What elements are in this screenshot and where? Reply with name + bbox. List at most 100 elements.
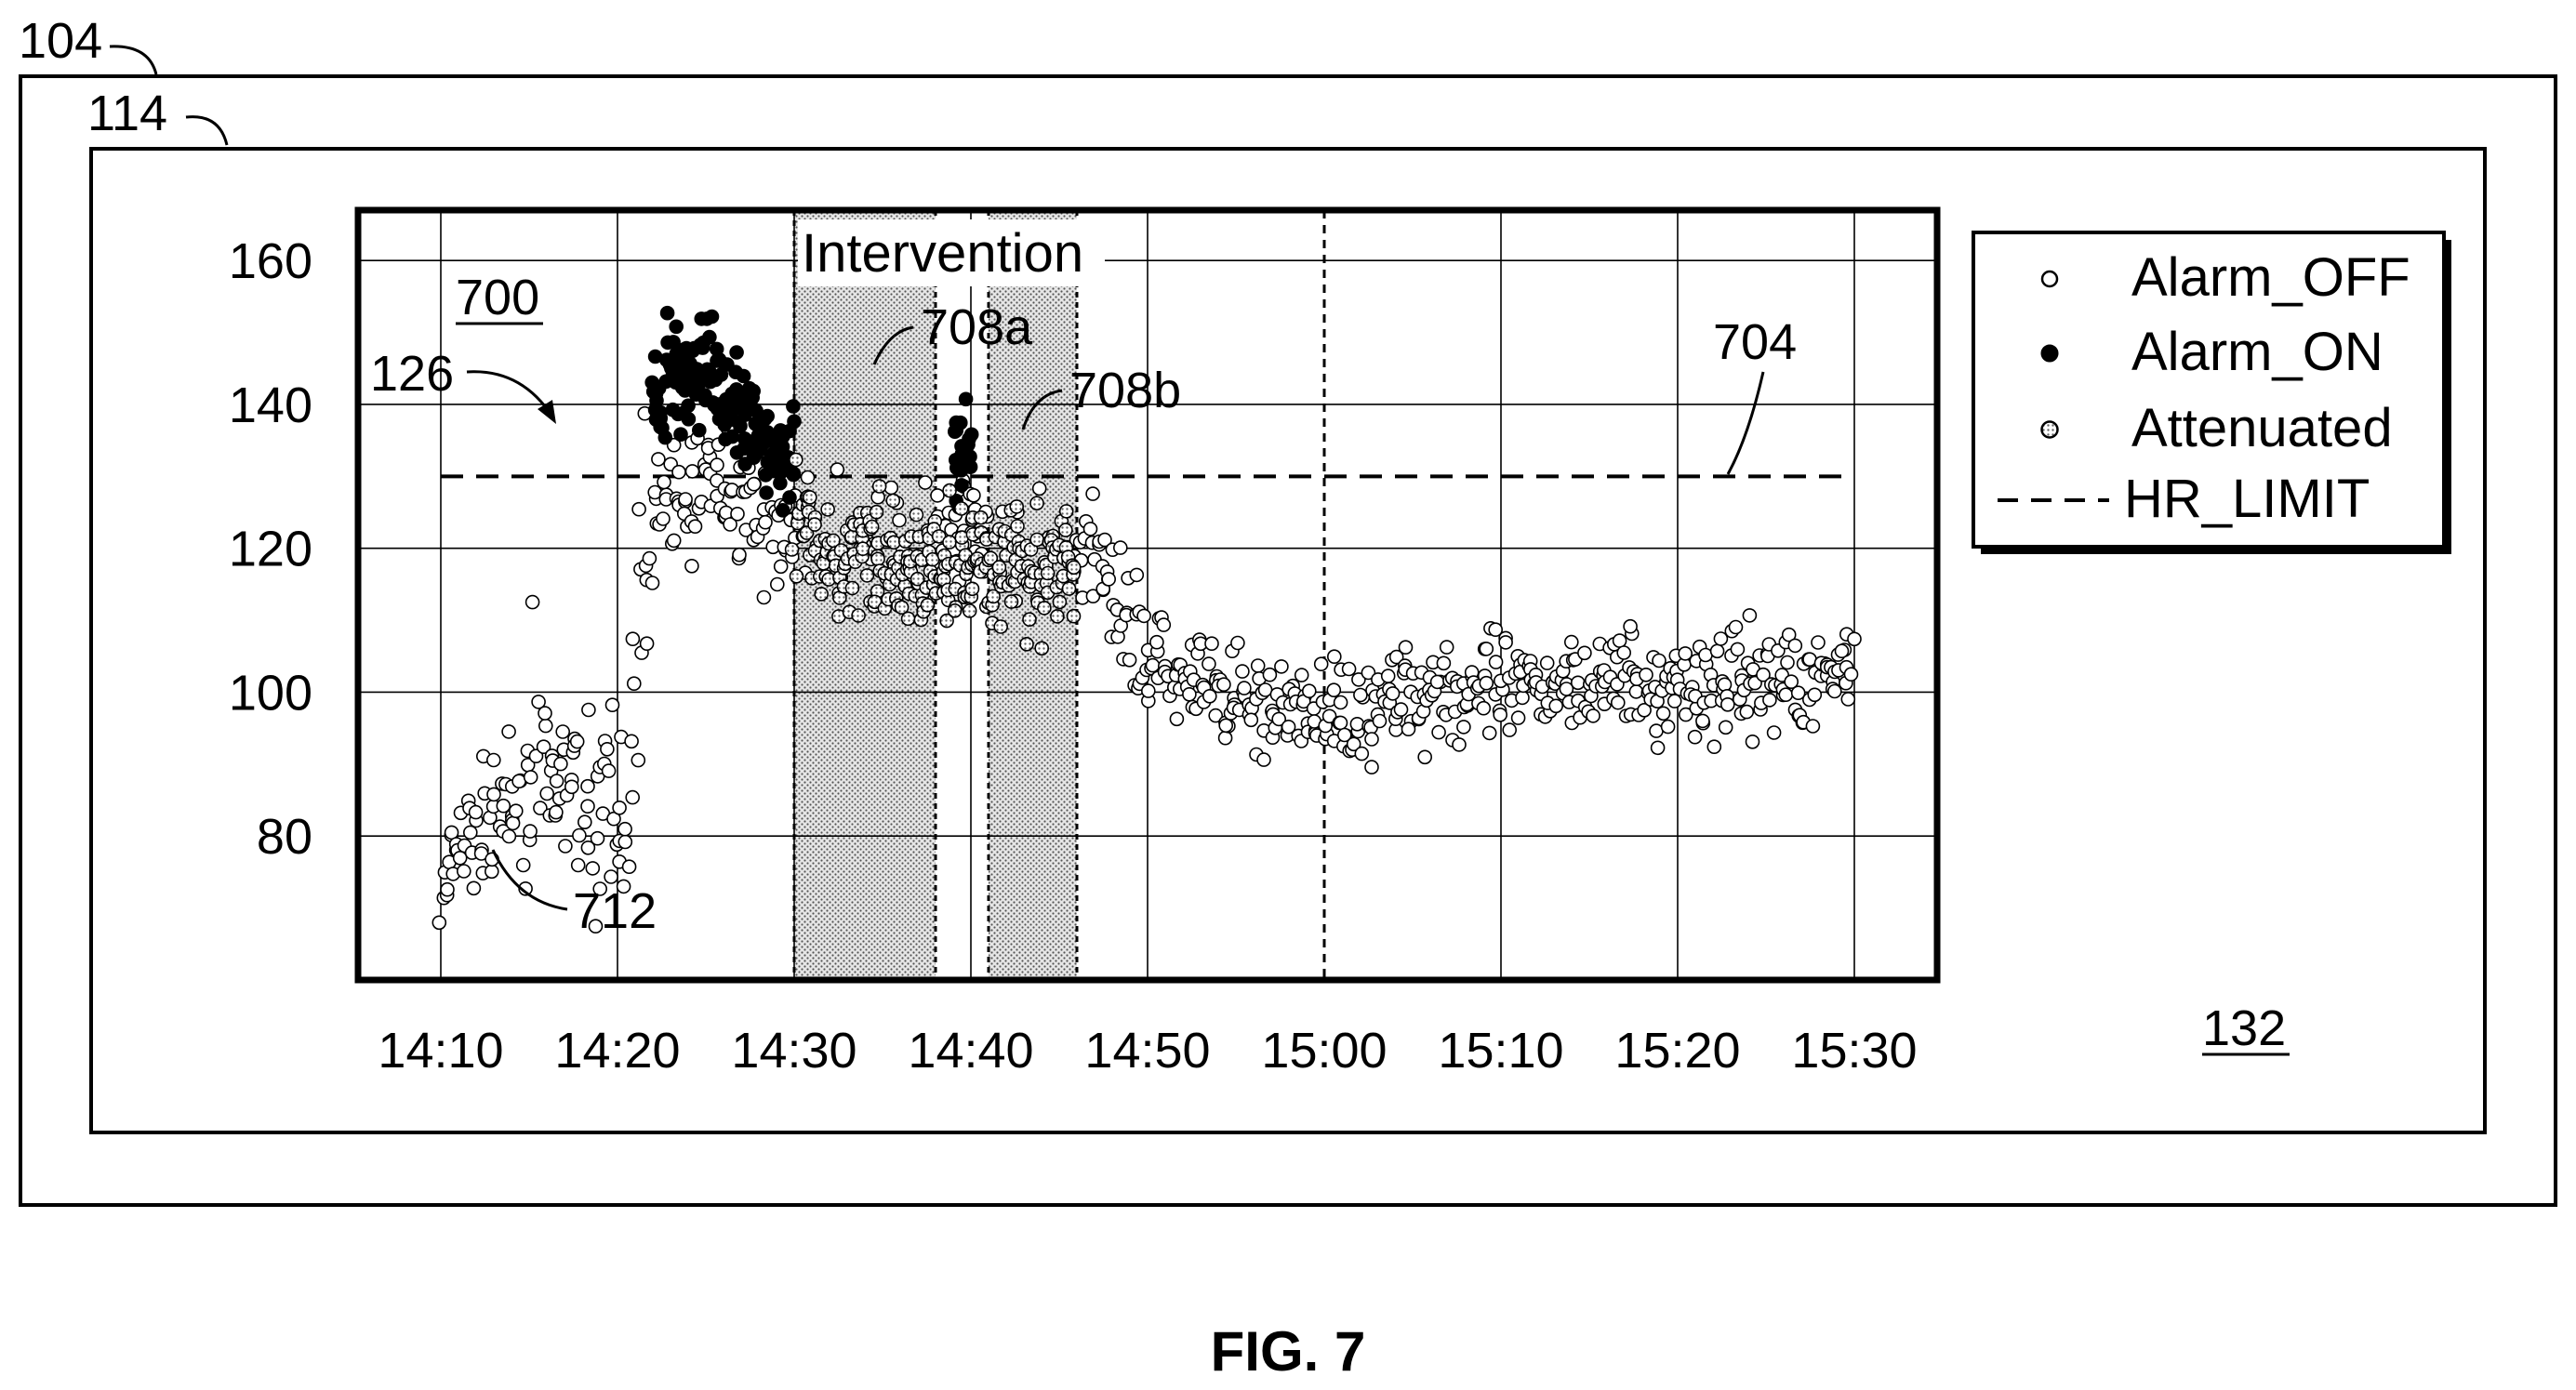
point-open-circle-91 bbox=[588, 919, 604, 934]
ref-trace: 712 bbox=[573, 883, 657, 939]
point-open-circle-92 bbox=[590, 830, 605, 846]
display-frame bbox=[89, 147, 2487, 1134]
point-open-circle-324 bbox=[1149, 634, 1164, 650]
point-open-circle-414 bbox=[1302, 683, 1317, 699]
point-open-circle-342 bbox=[1182, 686, 1197, 702]
point-open-circle-562 bbox=[1548, 698, 1563, 714]
point-filled-circle-169 bbox=[953, 415, 968, 430]
ref-display-leader bbox=[185, 115, 229, 146]
point-open-circle-174 bbox=[723, 517, 737, 532]
point-open-circle-83 bbox=[570, 857, 586, 873]
y-tick-label-3: 140 bbox=[229, 377, 312, 433]
point-open-circle-428 bbox=[1326, 682, 1342, 698]
point-open-circle-355 bbox=[1204, 636, 1219, 652]
point-open-circle-612 bbox=[1637, 702, 1652, 718]
point-filled-circle-53 bbox=[691, 422, 707, 438]
point-open-circle-113 bbox=[624, 734, 639, 749]
point-open-circle-468 bbox=[1393, 702, 1409, 717]
point-open-circle-354 bbox=[1202, 656, 1216, 671]
point-open-circle-40 bbox=[501, 724, 516, 739]
point-open-circle-701 bbox=[1784, 674, 1799, 690]
plot-frame bbox=[354, 206, 1941, 984]
point-dotted-circle-209 bbox=[1009, 499, 1024, 514]
point-dotted-circle-1 bbox=[789, 452, 803, 468]
point-open-circle-474 bbox=[1401, 721, 1416, 737]
point-open-circle-115 bbox=[625, 631, 641, 647]
point-open-circle-328 bbox=[1156, 617, 1172, 632]
point-open-circle-116 bbox=[626, 676, 642, 692]
x-tick-label-2: 14:30 bbox=[731, 1023, 856, 1079]
point-open-circle-85 bbox=[577, 814, 592, 830]
point-filled-circle-167 bbox=[954, 478, 969, 493]
ref-arrow-head bbox=[538, 400, 556, 424]
point-open-circle-433 bbox=[1333, 695, 1348, 710]
point-open-circle-290 bbox=[1097, 532, 1112, 548]
point-open-circle-387 bbox=[1256, 752, 1271, 767]
legend-marker-alarm-on bbox=[2040, 344, 2059, 363]
point-dotted-circle-221 bbox=[1022, 612, 1037, 628]
point-open-circle-570 bbox=[1564, 634, 1579, 650]
point-open-circle-436 bbox=[1337, 727, 1352, 743]
point-open-circle-78 bbox=[564, 779, 579, 795]
y-axis-ticks: 80 100 120 140 160 bbox=[229, 233, 312, 865]
point-filled-circle-31 bbox=[673, 427, 688, 443]
point-open-circle-285 bbox=[1085, 486, 1100, 501]
point-open-circle-111 bbox=[617, 821, 632, 837]
point-open-circle-533 bbox=[1502, 722, 1517, 737]
legend-label-alarm-on: Alarm_ON bbox=[2131, 322, 2383, 382]
point-open-circle-736 bbox=[1840, 692, 1856, 707]
point-dotted-circle-79 bbox=[869, 504, 884, 520]
point-dotted-circle-256 bbox=[1058, 504, 1074, 519]
point-dotted-circle-154 bbox=[947, 602, 963, 618]
point-dotted-circle-229 bbox=[1029, 496, 1044, 511]
point-open-circle-442 bbox=[1349, 716, 1365, 732]
point-open-circle-70 bbox=[549, 774, 564, 788]
point-dotted-circle-105 bbox=[900, 611, 916, 627]
point-open-circle-86 bbox=[580, 778, 595, 794]
point-dotted-circle-250 bbox=[1052, 594, 1068, 610]
x-tick-label-1: 14:20 bbox=[554, 1023, 680, 1079]
point-open-circle-450 bbox=[1364, 760, 1379, 774]
point-filled-circle-128 bbox=[759, 485, 774, 500]
point-open-circle-151 bbox=[684, 558, 699, 574]
point-open-circle-613 bbox=[1639, 667, 1653, 682]
point-open-circle-142 bbox=[671, 464, 686, 480]
point-filled-circle-68 bbox=[704, 309, 720, 324]
point-dotted-circle-73 bbox=[864, 519, 880, 535]
point-open-circle-465 bbox=[1388, 649, 1404, 665]
x-tick-label-4: 14:50 bbox=[1084, 1023, 1210, 1079]
point-dotted-circle-260 bbox=[1061, 581, 1077, 596]
point-open-circle-99 bbox=[601, 763, 617, 778]
point-open-circle-226 bbox=[883, 480, 899, 496]
point-open-circle-531 bbox=[1498, 635, 1513, 650]
point-open-circle-365 bbox=[1218, 718, 1233, 734]
point-open-circle-704 bbox=[1790, 685, 1806, 701]
point-open-circle-372 bbox=[1230, 635, 1245, 651]
figure-caption: FIG. 7 bbox=[1211, 1320, 1366, 1383]
point-open-circle-400 bbox=[1281, 719, 1296, 735]
point-open-circle-21 bbox=[466, 880, 482, 896]
point-filled-circle-105 bbox=[736, 368, 751, 384]
point-open-circle-132 bbox=[656, 511, 671, 526]
point-dotted-circle-24 bbox=[814, 587, 830, 602]
point-open-circle-82 bbox=[569, 734, 585, 749]
ref-limit-leader bbox=[1726, 371, 1765, 475]
point-dotted-circle-159 bbox=[954, 501, 969, 516]
point-open-circle-519 bbox=[1479, 675, 1494, 691]
x-tick-label-3: 14:40 bbox=[908, 1023, 1033, 1079]
ref-trace-leader bbox=[491, 849, 568, 911]
point-open-circle-110 bbox=[617, 834, 633, 850]
point-open-circle-702 bbox=[1787, 638, 1803, 654]
point-open-circle-690 bbox=[1766, 725, 1782, 740]
point-open-circle-39 bbox=[501, 828, 517, 844]
point-filled-circle-176 bbox=[958, 391, 974, 407]
ref-plot: 700 bbox=[456, 270, 539, 325]
point-open-circle-606 bbox=[1623, 618, 1638, 634]
point-open-circle-520 bbox=[1479, 642, 1494, 656]
legend-marker-alarm-off bbox=[2040, 270, 2059, 288]
point-open-circle-17 bbox=[462, 825, 478, 841]
x-tick-label-8: 15:30 bbox=[1791, 1023, 1917, 1079]
point-dotted-circle-142 bbox=[939, 613, 954, 629]
point-open-circle-582 bbox=[1586, 708, 1600, 723]
point-filled-circle-16 bbox=[657, 430, 673, 445]
